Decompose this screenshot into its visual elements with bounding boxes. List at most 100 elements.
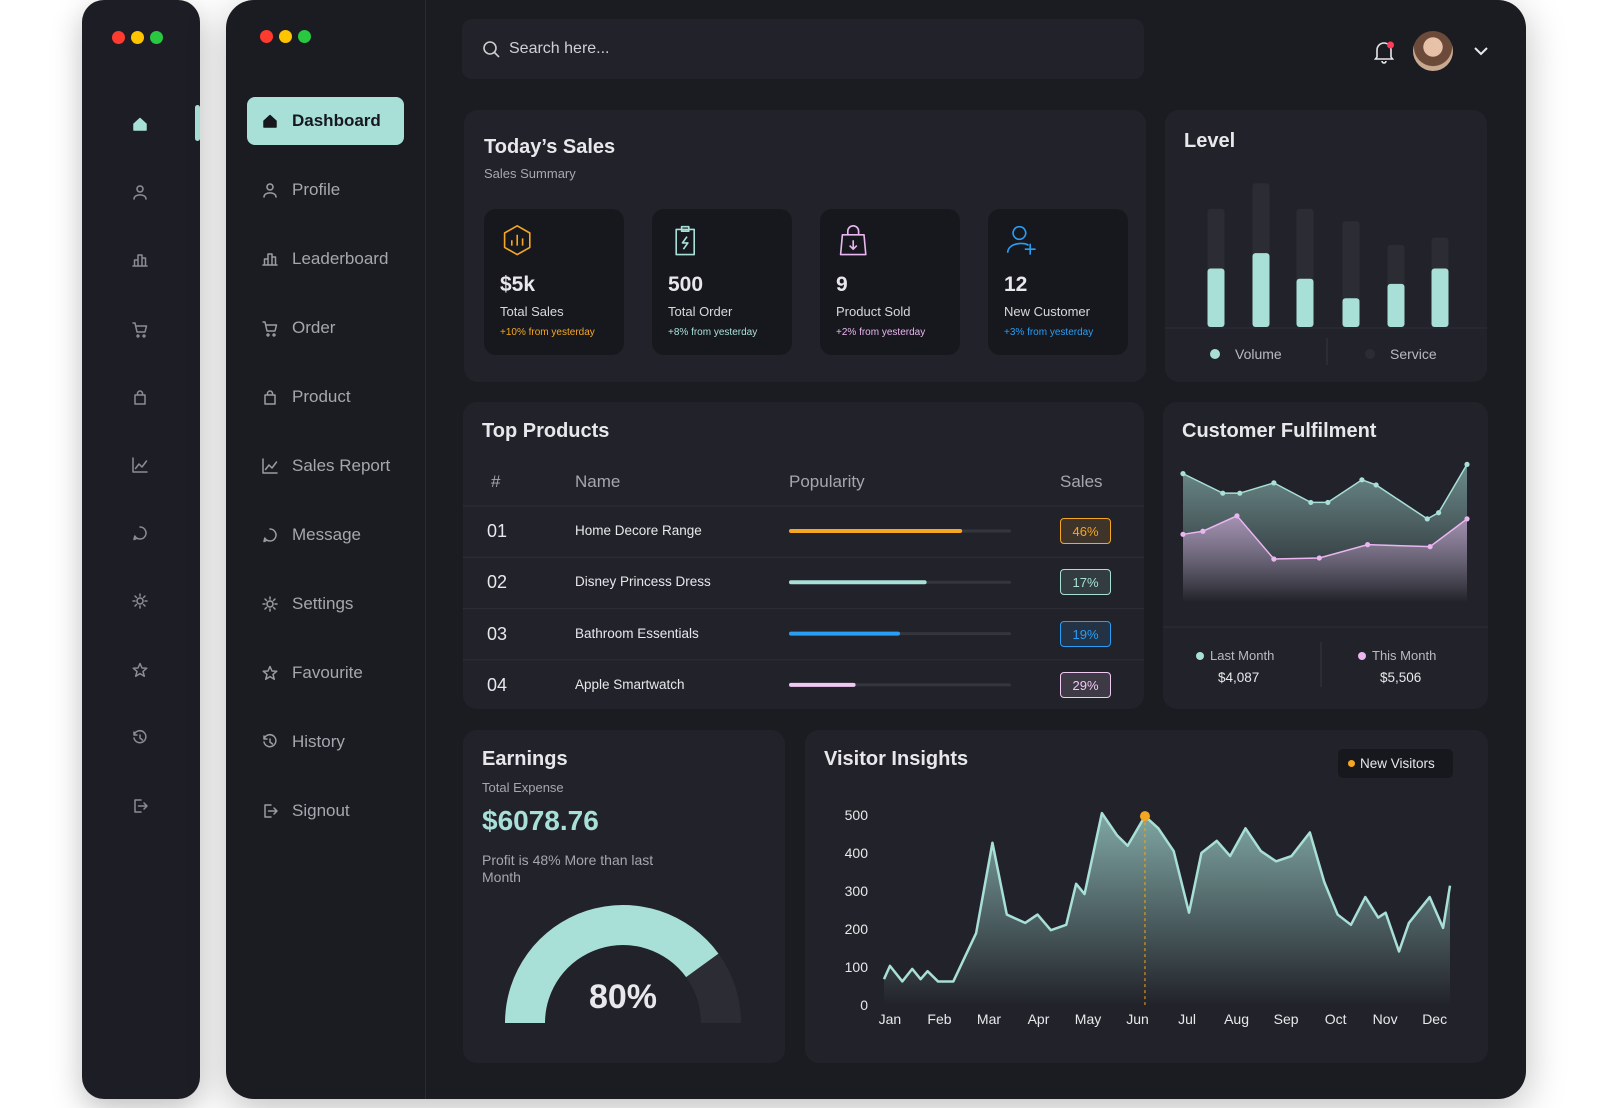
todays-sales-card: Today’s Sales Sales Summary $5k Total Sales… [464, 110, 1146, 382]
customer-fulfilment-card: Customer Fulfilment Last Month $4,087 This … [1163, 402, 1488, 709]
x-tick-label: Oct [1324, 1011, 1347, 1027]
search-lens [483, 41, 497, 55]
point [1237, 490, 1243, 496]
nav-icon [133, 185, 147, 200]
top-products-card: Top Products # Name Popularity Sales 01 Home D… [463, 402, 1144, 709]
chevron-glyph [1474, 47, 1488, 56]
stat-icon [503, 224, 531, 256]
point [1316, 555, 1322, 561]
nav-icon [132, 662, 148, 677]
gauge-value [505, 905, 719, 1023]
avatar[interactable] [1413, 31, 1453, 71]
nav-icon [262, 665, 278, 681]
line [882, 811, 1452, 983]
search-placeholder: Search here... [509, 40, 610, 57]
nav-icon-glyph [133, 729, 147, 744]
card-title: Level [1184, 130, 1236, 152]
nav-icon [264, 804, 278, 818]
stat-value: 12 [1004, 273, 1028, 296]
rank: 02 [487, 572, 508, 593]
product-name: Home Decore Range [575, 523, 702, 538]
legend-swatch [1365, 349, 1375, 359]
stat-icon-glyph [503, 224, 531, 256]
point [1271, 556, 1277, 562]
bar [1431, 268, 1449, 327]
popularity-bar [789, 580, 927, 585]
nav-label: Settings [292, 594, 354, 613]
stat-value: $5k [500, 273, 536, 296]
nav-icon-glyph [263, 528, 277, 543]
card-subtitle: Sales Summary [484, 166, 576, 181]
sales-value: 17% [1072, 575, 1099, 591]
level-card: Level Volume Service [1165, 110, 1487, 382]
visitor-insights-card: Visitor Insights New Visitors 0 100 200 300 40… [805, 730, 1488, 1063]
sales-badge: 46% [1060, 518, 1111, 544]
product-name: Apple Smartwatch [575, 676, 685, 692]
nav-icon [132, 321, 148, 338]
x-tick-label: Sep [1273, 1011, 1299, 1027]
stat-label: New Customer [1004, 304, 1090, 319]
legend-swatch [1358, 652, 1366, 660]
window-dot [279, 30, 292, 43]
nav-icon-glyph [263, 114, 277, 128]
nav-label: History [292, 732, 345, 751]
nav-icon [262, 253, 278, 266]
bar [1342, 298, 1360, 327]
card-title: Top Products [482, 420, 610, 442]
point [1308, 499, 1314, 506]
legend-swatch [1196, 652, 1204, 660]
popularity-bar [789, 682, 856, 687]
x-tick-label: Jul [1178, 1011, 1196, 1027]
mini-sidebar [82, 0, 200, 1099]
nav-icon [134, 799, 148, 813]
point [1234, 513, 1240, 519]
point [1373, 482, 1379, 488]
sales-stat-card: 12 New Customer +3% from yesterday [988, 209, 1128, 355]
legend-label: This Month [1372, 648, 1437, 663]
point [1464, 461, 1470, 467]
x-tick-label: Apr [1027, 1011, 1050, 1027]
bar [1387, 283, 1405, 327]
nav-icon-glyph [263, 733, 277, 748]
x-tick-label: Feb [927, 1011, 952, 1027]
nav-icon-glyph [134, 799, 148, 813]
x-tick-label: Mar [976, 1011, 1002, 1027]
sales-value: 46% [1072, 524, 1099, 539]
nav-icon-glyph [262, 253, 278, 266]
card-title: Today’s Sales [484, 136, 616, 158]
nav-label: Sales Report [292, 456, 391, 475]
nav-icon-glyph [132, 254, 148, 268]
legend-label: Service [1390, 346, 1437, 362]
y-tick-label: 0 [860, 997, 868, 1013]
point [1220, 490, 1226, 496]
column-header: Name [575, 472, 621, 491]
x-tick-label: Jun [1126, 1011, 1149, 1027]
nav-icon [263, 528, 277, 543]
level-chart [1165, 183, 1487, 365]
sales-stat-card: $5k Total Sales +10% from yesterday [484, 209, 624, 355]
nav-label: Profile [292, 180, 341, 199]
nav-label: Order [292, 318, 336, 337]
window-dot [298, 30, 311, 43]
stat-value: 9 [836, 273, 848, 296]
popularity-bar [789, 631, 900, 636]
line [1182, 514, 1468, 560]
bell-badge [1387, 41, 1394, 49]
search-box[interactable]: Search here... [462, 19, 1144, 79]
stat-icon-glyph [1006, 225, 1036, 255]
nav-label: Product [292, 387, 351, 406]
nav-icon-glyph [262, 596, 278, 612]
point [1180, 471, 1186, 477]
column-header: Popularity [789, 472, 865, 491]
window-dot [131, 31, 144, 44]
point [1200, 528, 1206, 534]
stat-icon-glyph [675, 225, 696, 256]
point [1180, 531, 1186, 537]
sales-value: 19% [1072, 626, 1099, 642]
nav-label: Signout [292, 801, 350, 820]
bar [1296, 278, 1314, 327]
point [1424, 516, 1430, 522]
nav-icon [263, 733, 277, 748]
nav-icon-glyph [132, 321, 148, 338]
active-indicator [195, 105, 200, 141]
